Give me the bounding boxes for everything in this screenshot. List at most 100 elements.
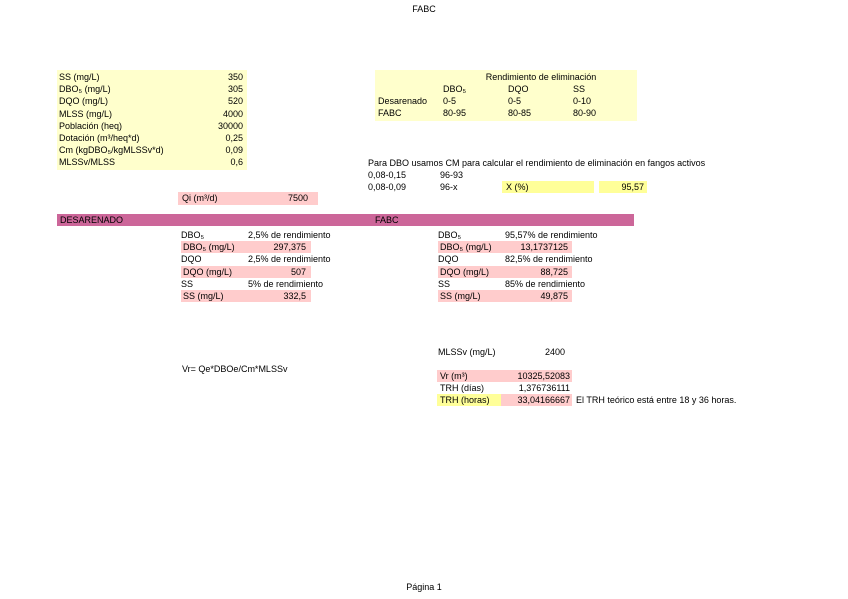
result-row: SS 85% de rendimiento [438,278,585,290]
result-row: DBO₅ 95,57% de rendimiento [438,229,598,241]
trh-note: El TRH teórico está entre 18 y 36 horas. [576,395,737,405]
cell-text: 85% de rendimiento [505,278,586,289]
table-title: Rendimiento de eliminación [485,72,597,82]
vr-formula: Vr= Qe*DBOe/Cm*MLSSv [182,364,288,374]
param-label: Población (heq) [59,120,123,131]
vr-row: Vr (m³) 10325,52083 [437,370,572,382]
row-label: FABC [378,108,402,118]
result-row-highlight: SS (mg/L) 49,875 [438,289,572,303]
cm-ratio: 96-93 [440,170,464,180]
param-value: 30000 [217,120,243,131]
x-percent-label-cell: X (%) [502,181,594,193]
column-header: SS [573,84,586,94]
parameter-row: MLSS (mg/L) 4000 [57,108,247,120]
cell-label: DQO (mg/L) [183,266,233,277]
param-label: DQO (mg/L) [59,96,109,107]
result-row: DBO₅ 2,5% de rendimiento [181,229,331,241]
cell-value: 80-85 [508,108,532,118]
parameter-row: Población (heq) 30000 [57,120,247,132]
fabc-results: DBO₅ 95,57% de rendimiento DBO₅ (mg/L) 13,… [438,229,598,303]
mlssv-value: 2400 [544,347,565,357]
dbo-note-text: Para DBO usamos CM para calcular el rend… [368,158,706,168]
param-value: 0,25 [225,132,243,143]
parameter-row: SS (mg/L) 350 [57,71,247,83]
cell-value: 332,5 [283,290,306,301]
cm-range: 0,08-0,09 [368,182,407,192]
vr-value: 10325,52083 [517,371,570,381]
parameter-row: Dotación (m³/heq*d) 0,25 [57,132,247,144]
cell-text: 95,57% de rendimiento [505,230,598,240]
cell-value: 0-5 [508,96,522,106]
param-value: 4000 [222,108,243,119]
mlssv-label: MLSSv (mg/L) [438,347,496,357]
cell-value: 80-90 [573,108,597,118]
cell-label: DBO₅ (mg/L) [440,242,492,253]
param-label: SS (mg/L) [59,72,100,82]
result-row-highlight: DQO (mg/L) 88,725 [438,265,572,278]
param-value: 0,6 [230,157,243,168]
x-percent-value-cell: 95,57 [599,181,647,193]
cell-label: SS [181,278,194,289]
cell-label: SS (mg/L) [183,290,224,301]
trh-dias-value: 1,376736111 [518,383,570,393]
page-title: FABC [412,4,436,14]
cell-value: 0-10 [573,96,592,106]
cm-ratio: 96-x [440,182,458,192]
cell-text: 2,5% de rendimiento [248,254,331,265]
cell-text: 2,5% de rendimiento [248,230,331,240]
parameter-row: MLSSv/MLSS 0,6 [57,156,247,168]
cell-value: 0-5 [443,96,457,106]
result-row: DQO 82,5% de rendimiento [438,253,593,265]
cell-value: 13,1737125 [520,242,568,253]
result-row: DQO 2,5% de rendimiento [181,253,331,265]
section-title-fabc: FABC [375,215,399,225]
param-value: 305 [227,84,243,95]
cell-label: DQO [181,254,202,265]
table-row: Desarenado 0-5 0-5 0-10 [375,95,637,107]
column-header: DBO₅ [443,84,467,94]
desarenado-results: DBO₅ 2,5% de rendimiento DBO₅ (mg/L) 297,3… [181,229,331,303]
param-label: DBO₅ (mg/L) [59,84,111,95]
cm-range: 0,08-0,15 [368,170,407,180]
param-label: MLSSv/MLSS [59,157,116,168]
param-label: MLSS (mg/L) [59,108,113,119]
parameter-row: Cm (kgDBO₅/kgMLSSv*d) 0,09 [57,144,247,156]
cell-value: 80-95 [443,108,467,118]
qi-label: Qi (m³/d) [182,193,218,203]
column-header: DQO [508,84,529,94]
param-value: 0,09 [225,145,243,156]
param-label: Cm (kgDBO₅/kgMLSSv*d) [59,145,164,156]
row-label: Desarenado [378,96,428,106]
cell-text: 5% de rendimiento [248,278,324,289]
cell-value: 88,725 [540,266,568,277]
trh-dias-row: TRH (días) 1,376736111 [437,382,572,394]
cell-label: DBO₅ (mg/L) [183,242,235,253]
removal-efficiency-table: Rendimiento de eliminación DBO₅ DQO SS D… [375,70,637,121]
trh-horas-label-cell: TRH (horas) [437,394,501,406]
section-header-bar: DESARENADO FABC [57,214,634,226]
cell-value: 49,875 [540,290,568,301]
page-footer: Página 1 [406,582,442,592]
cell-label: DQO [438,254,459,265]
result-row: SS 5% de rendimiento [181,278,323,290]
cell-label: DBO₅ [438,230,462,240]
cell-label: DQO (mg/L) [440,266,490,277]
vr-label: Vr (m³) [440,371,468,381]
trh-horas-value-cell: 33,04166667 [501,394,572,406]
qi-flow-cell: Qi (m³/d) 7500 [178,192,318,205]
parameter-row: DQO (mg/L) 520 [57,95,247,107]
trh-dias-label: TRH (días) [440,383,485,393]
empty-cell [378,83,443,95]
mlssv-row: MLSSv (mg/L) 2400 [438,346,568,358]
param-value: 350 [227,72,243,82]
cell-value: 507 [290,266,306,277]
result-row-highlight: DQO (mg/L) 507 [181,265,311,278]
parameter-row: DBO₅ (mg/L) 305 [57,83,247,95]
qi-value: 7500 [287,193,308,203]
table-row: FABC 80-95 80-85 80-90 [375,107,637,119]
result-row-highlight: DBO₅ (mg/L) 297,375 [181,241,311,254]
param-label: Dotación (m³/heq*d) [59,132,140,143]
cell-value: 297,375 [273,242,306,253]
table-header-row: DBO₅ DQO SS [375,83,637,95]
